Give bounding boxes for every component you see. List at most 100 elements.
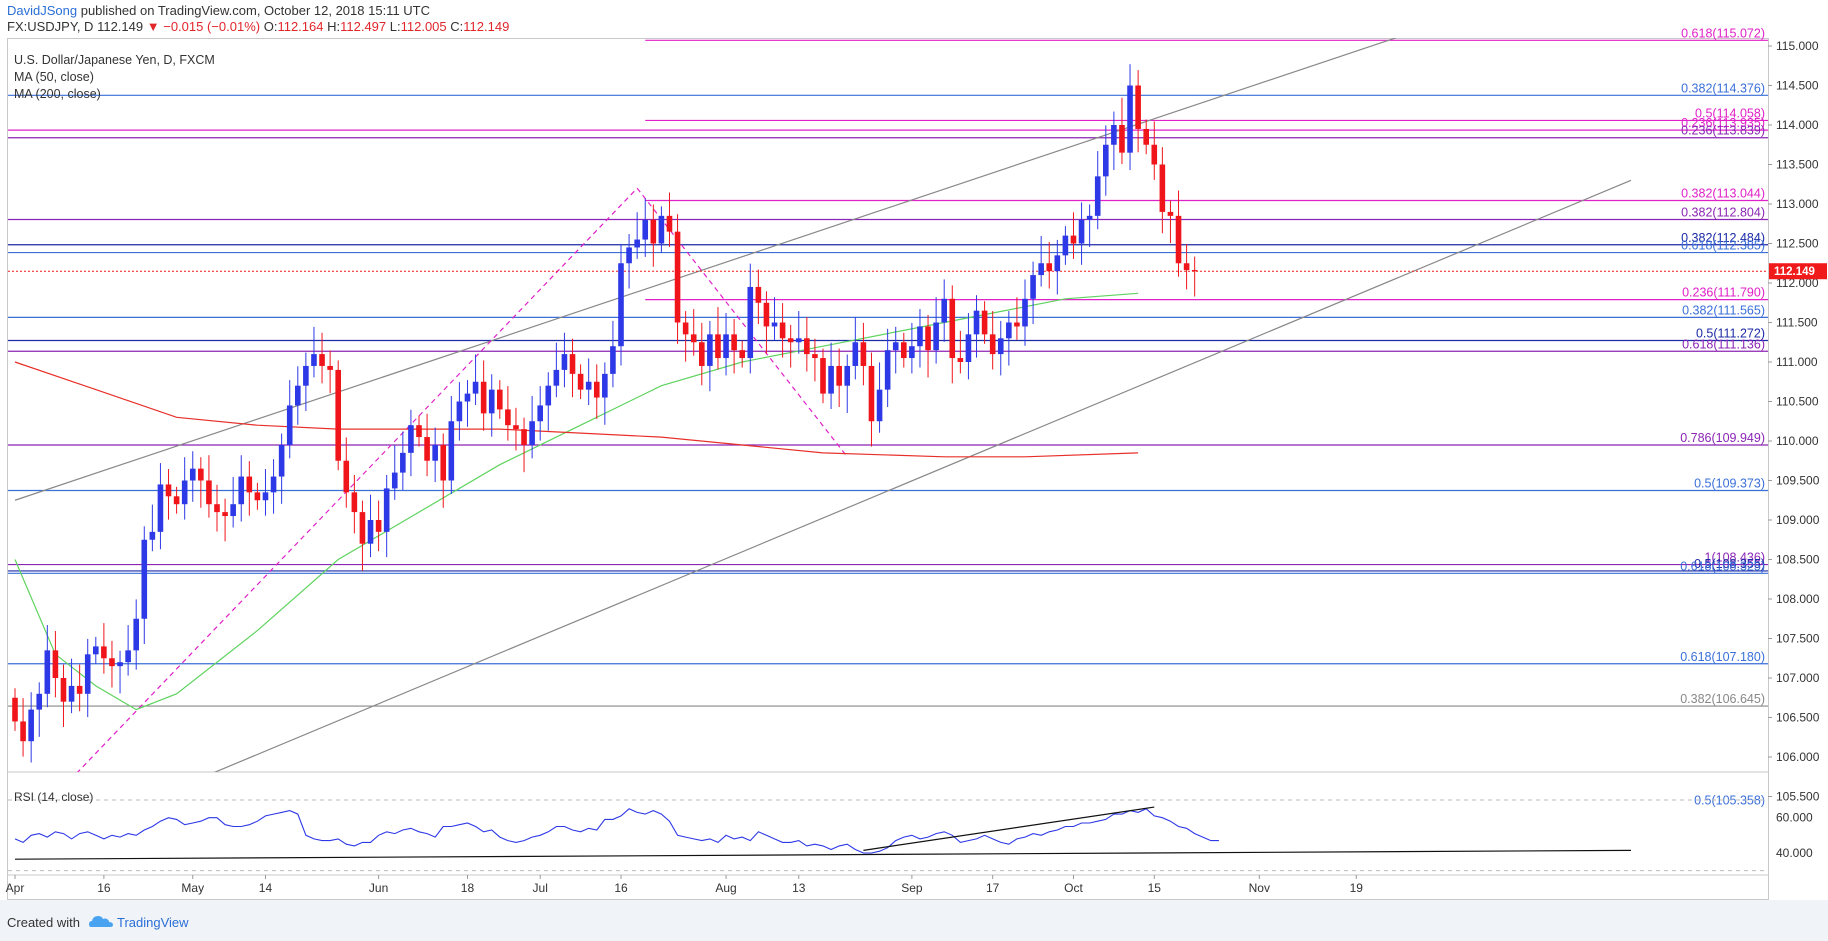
rsi-label: RSI (14, close)	[14, 790, 94, 804]
candle-body	[868, 365, 875, 422]
close-value: 112.149	[463, 19, 510, 34]
fib-level-label: 0.786(109.949)	[1680, 431, 1765, 445]
candle-body	[125, 650, 131, 663]
candle-body	[1070, 235, 1077, 244]
publish-info: DavidJSong published on TradingView.com,…	[7, 3, 430, 18]
candle-body	[101, 646, 107, 659]
candle-body	[52, 650, 59, 678]
candle-body	[408, 425, 414, 453]
y-axis-tick-label: 111.000	[1776, 355, 1818, 369]
candle-body	[286, 405, 293, 445]
fib-level-label: 0.382(112.484)	[1681, 231, 1765, 245]
legend-title: U.S. Dollar/Japanese Yen, D, FXCM	[14, 53, 215, 67]
last-price-tag	[1769, 263, 1827, 280]
tradingview-logo-icon[interactable]	[88, 913, 114, 929]
candle-body	[270, 476, 277, 493]
candle-body	[537, 405, 543, 422]
fib-level-label: 0.382(112.804)	[1681, 205, 1765, 219]
y-axis-tick-label: 108.000	[1776, 592, 1820, 606]
chart-legend: U.S. Dollar/Japanese Yen, D, FXCM MA (50…	[14, 52, 215, 103]
fib-level-label: 0.382(114.376)	[1681, 81, 1765, 95]
x-axis-tick-label: Oct	[1064, 881, 1083, 895]
x-axis-tick-label: 16	[614, 881, 628, 895]
candle-body	[642, 219, 649, 240]
y-axis-tick-label: 107.500	[1776, 632, 1820, 646]
y-axis-tick-label: 111.500	[1776, 316, 1818, 330]
last-price-tag-label: 112.149	[1774, 266, 1815, 278]
candle-body	[230, 504, 236, 517]
candle-body	[456, 401, 463, 422]
fib-level-label: 0.236(113.839)	[1681, 124, 1765, 138]
x-axis-tick-label: 15	[1148, 881, 1162, 895]
candle-body	[335, 369, 341, 461]
candle-body	[731, 334, 737, 351]
y-axis-tick-label: 105.500	[1776, 790, 1820, 804]
y-axis-tick-label: 108.500	[1776, 553, 1820, 567]
y-axis-tick-label: 113.500	[1776, 158, 1819, 172]
candle-body	[133, 618, 139, 651]
candle-body	[497, 389, 503, 410]
rsi-trend-line	[14, 849, 1632, 860]
candle-body	[997, 338, 1004, 355]
candle-body	[246, 476, 253, 493]
candle-body	[12, 697, 18, 722]
x-axis-tick-label: Jun	[369, 881, 388, 895]
candle-body	[84, 654, 91, 694]
candle-body	[925, 326, 931, 351]
fib-level-label: 0.618(112.385)	[1681, 239, 1765, 253]
fib-level-label: 0.618(115.072)	[1681, 26, 1765, 40]
created-with-text: Created with	[7, 915, 80, 930]
candle-body	[440, 444, 447, 481]
candle-body	[1111, 125, 1117, 145]
y-axis-tick-label: 106.000	[1776, 750, 1820, 764]
rsi-trend-line	[863, 806, 1155, 851]
price-chart[interactable]: 0.618(115.072) 0.382(114.376) 0.5(114.058)…	[0, 0, 1828, 900]
x-axis-tick-label: Nov	[1249, 881, 1270, 895]
candle-body	[787, 338, 794, 343]
candle-body	[901, 342, 907, 359]
candle-body	[505, 409, 511, 426]
candle-body	[852, 342, 859, 366]
ma50-line	[14, 292, 1139, 711]
candle-body	[1159, 164, 1166, 212]
x-axis-tick-label: Jul	[533, 881, 548, 895]
author-link[interactable]: DavidJSong	[7, 3, 78, 18]
candle-body	[1191, 270, 1198, 272]
candle-body	[343, 460, 350, 493]
candle-body	[278, 444, 285, 477]
candle-body	[569, 354, 576, 374]
candle-body	[545, 385, 552, 406]
candle-body	[1103, 144, 1109, 177]
y-axis-tick-label: 113.000	[1776, 197, 1819, 211]
tradingview-brand[interactable]: TradingView	[117, 915, 189, 930]
candle-body	[165, 484, 172, 497]
candle-body	[367, 520, 374, 544]
candle-body	[836, 365, 842, 386]
candle-body	[957, 358, 964, 362]
candle-body	[650, 219, 657, 244]
candle-body	[941, 298, 947, 323]
candle-body	[1030, 275, 1036, 299]
candle-body	[1086, 215, 1093, 220]
candle-body	[480, 381, 487, 414]
candle-body	[949, 298, 956, 359]
candle-body	[1119, 125, 1125, 153]
candle-body	[1022, 298, 1028, 327]
candle-body	[917, 326, 923, 347]
rsi-line	[14, 808, 1219, 854]
ma200-line	[14, 361, 1139, 458]
candle-body	[1135, 85, 1141, 129]
candle-body	[876, 389, 883, 422]
candle-body	[1062, 235, 1069, 256]
candle-body	[198, 468, 204, 481]
chart-frame[interactable]	[7, 38, 1769, 900]
legend-ma200: MA (200, close)	[14, 87, 101, 101]
candle-body	[375, 520, 382, 532]
candle-body	[295, 385, 301, 406]
rsi-axis-tick-label: 40.000	[1776, 846, 1813, 860]
down-arrow-icon: ▼	[146, 19, 160, 34]
fib-swing-dashed-line	[636, 187, 848, 458]
fib-level-label: 0.5(105.358)	[1694, 794, 1765, 808]
candle-body	[739, 350, 745, 359]
fib-level-label: 0.382(106.645)	[1680, 692, 1765, 706]
